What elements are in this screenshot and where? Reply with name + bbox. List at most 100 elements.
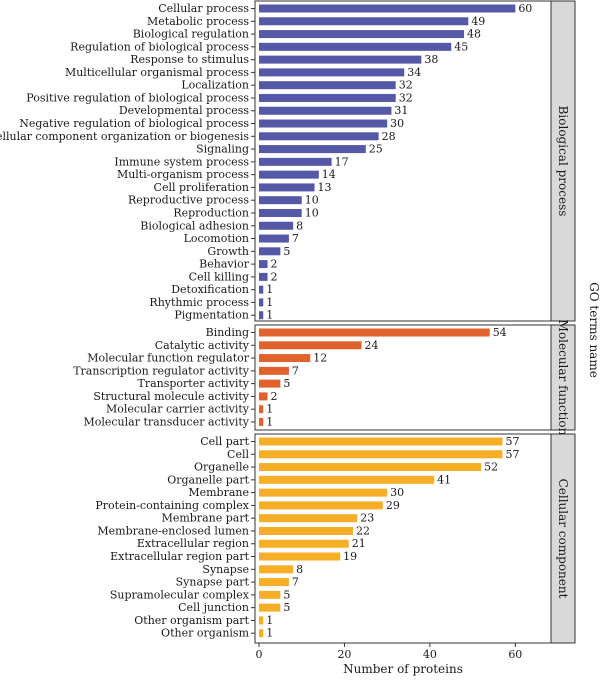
bar-molecular-carrier-activity [259,405,264,414]
x-tick-label-60: 60 [508,648,522,661]
x-axis-title: Number of proteins [343,662,463,676]
bar-reproductive-process [259,196,302,205]
y-tick-label-organelle: Organelle [194,461,249,474]
data-label-rhythmic-process: 1 [266,296,273,309]
data-label-molecular-transducer-activity: 1 [266,415,273,428]
panel-frame [254,324,552,431]
y-tick-label-molecular-function-regulator: Molecular function regulator [87,352,250,365]
bar-supramolecular-complex [259,590,281,599]
bar-other-organism [259,629,264,638]
y-tick-label-other-organism: Other organism [161,627,250,640]
data-label-cell-junction: 5 [283,601,290,614]
data-label-protein-containing-complex: 29 [386,499,400,512]
data-label-transcription-regulator-activity: 7 [292,364,299,377]
y-tick-label-membrane-part: Membrane part [162,512,250,525]
data-label-growth: 5 [283,245,290,258]
bar-cell-part [259,437,503,446]
bar-multi-organism-process [259,170,319,179]
y-tick-label-transporter-activity: Transporter activity [137,377,249,390]
bar-membrane-part [259,514,358,523]
data-label-cell-proliferation: 13 [318,181,332,194]
bar-membrane-enclosed-lumen [259,526,353,535]
bar-biological-regulation [259,30,465,39]
bar-detoxification [259,285,264,294]
bar-extracellular-region [259,539,349,548]
data-label-cell-part: 57 [506,435,520,448]
y-tick-label-immune-system-process: Immune system process [114,155,249,168]
bar-synapse-part [259,578,289,587]
data-label-localization: 32 [399,79,413,92]
bar-pigmentation [259,311,264,320]
data-label-extracellular-region: 21 [352,537,366,550]
bar-positive-regulation-of-biological-process [259,93,396,102]
data-label-organelle-part: 41 [437,473,451,486]
data-label-supramolecular-complex: 5 [283,588,290,601]
bar-cell-killing [259,272,268,281]
data-label-transporter-activity: 5 [283,377,290,390]
panel-molecular-function: Molecular function Binding 54 Catalytic act… [73,320,576,436]
y-tick-label-detoxification: Detoxification [171,283,249,296]
y-tick-label-catalytic-activity: Catalytic activity [155,339,250,352]
panel-cellular-component: Cellular component Cell part 57 Cell 57 Organ… [95,433,576,644]
bar-localization [259,81,396,90]
data-label-other-organism: 1 [266,627,273,640]
bar-reproduction [259,208,302,217]
data-label-cellular-process: 60 [518,2,532,15]
y-tick-label-cell-junction: Cell junction [178,601,249,614]
data-label-structural-molecule-activity: 2 [271,390,278,403]
bar-binding [259,328,490,337]
y-tick-label-extracellular-region: Extracellular region [137,537,249,550]
bar-regulation-of-biological-process [259,42,452,51]
bar-extracellular-region-part [259,552,341,561]
data-label-organelle: 52 [484,461,498,474]
data-label-negative-regulation-of-biological-process: 30 [390,117,404,130]
data-label-cellular-component-organization-or-biogenesis: 28 [382,130,396,143]
bar-structural-molecule-activity [259,392,268,401]
data-label-synapse-part: 7 [292,576,299,589]
y-tick-label-negative-regulation-of-biological-process: Negative regulation of biological proces… [19,117,249,130]
y-tick-label-metabolic-process: Metabolic process [147,15,249,28]
y-tick-label-molecular-carrier-activity: Molecular carrier activity [106,403,250,416]
data-label-reproductive-process: 10 [305,194,319,207]
bar-response-to-stimulus [259,55,422,64]
data-label-multicellular-organismal-process: 34 [407,66,421,79]
data-label-response-to-stimulus: 38 [424,53,438,66]
data-label-immune-system-process: 17 [335,155,349,168]
y-tick-label-multi-organism-process: Multi-organism process [117,168,249,181]
x-axis: 0 20 40 60 [256,643,522,661]
data-label-biological-regulation: 48 [467,28,481,41]
y-tick-label-signaling: Signaling [196,143,249,156]
y-tick-label-synapse-part: Synapse part [176,576,250,589]
data-label-molecular-function-regulator: 12 [313,352,327,365]
y-tick-label-behavior: Behavior [199,258,250,271]
data-label-membrane: 30 [390,486,404,499]
y-tick-label-cellular-component-organization-or-biogenesis: Cellular component organization or bioge… [0,130,249,143]
bar-catalytic-activity [259,341,362,350]
bar-behavior [259,260,268,269]
facet-strip [550,0,576,322]
data-label-membrane-enclosed-lumen: 22 [356,524,370,537]
bar-negative-regulation-of-biological-process [259,119,388,128]
y-tick-label-extracellular-region-part: Extracellular region part [110,550,249,563]
y-tick-label-reproductive-process: Reproductive process [128,194,249,207]
y-tick-label-cell-proliferation: Cell proliferation [154,181,249,194]
data-label-binding: 54 [493,326,507,339]
y-tick-label-regulation-of-biological-process: Regulation of biological process [70,40,249,53]
y-tick-label-biological-adhesion: Biological adhesion [140,219,249,232]
bar-metabolic-process [259,17,469,26]
y-tick-label-multicellular-organismal-process: Multicellular organismal process [65,66,249,79]
data-label-biological-adhesion: 8 [296,219,303,232]
data-label-catalytic-activity: 24 [365,339,379,352]
bar-other-organism-part [259,616,264,625]
y-tick-label-pigmentation: Pigmentation [174,309,249,322]
bar-cellular-component-organization-or-biogenesis [259,132,379,141]
y-tick-label-membrane: Membrane [188,486,249,499]
bar-cell-proliferation [259,183,315,192]
bar-synapse [259,565,294,574]
y-tick-label-other-organism-part: Other organism part [134,614,249,627]
bar-growth [259,247,281,256]
facet-strip-label: Cellular component [556,479,570,599]
panel-biological-process: Biological process Cellular process 60 Meta… [0,0,576,322]
y-tick-label-structural-molecule-activity: Structural molecule activity [93,390,249,403]
